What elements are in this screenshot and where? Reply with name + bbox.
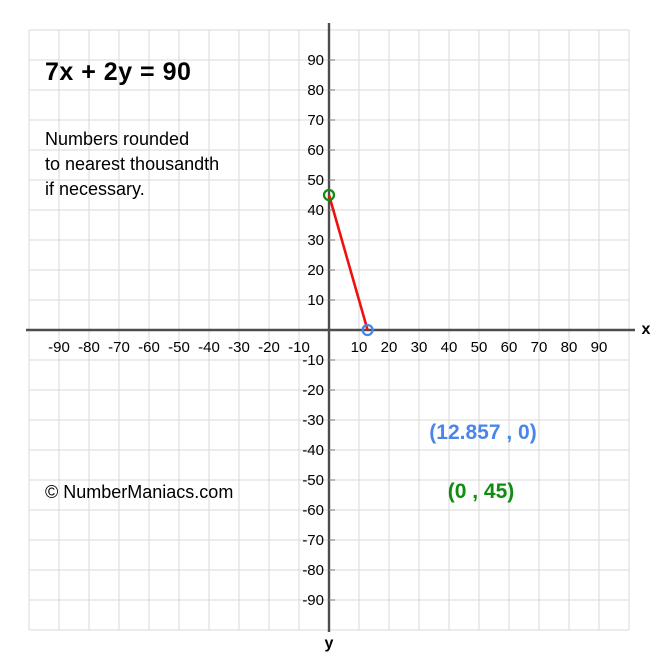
equation-line xyxy=(327,194,369,331)
y-tick-label: 50 xyxy=(307,172,324,189)
x-tick-label: 80 xyxy=(561,339,578,356)
x-tick-label: -60 xyxy=(138,339,160,356)
x-tick-label: -20 xyxy=(258,339,280,356)
x-tick-label: -70 xyxy=(108,339,130,356)
y-intercept-label: (0 , 45) xyxy=(447,480,515,503)
x-tick-label: -30 xyxy=(228,339,250,356)
y-axis-label: y xyxy=(325,635,334,652)
x-tick-label: 20 xyxy=(381,339,398,356)
x-tick-label: -40 xyxy=(198,339,220,356)
y-tick-label: -20 xyxy=(302,382,324,399)
y-tick-label: 20 xyxy=(307,262,324,279)
x-tick-label: 90 xyxy=(591,339,608,356)
equation-title: 7x + 2y = 90 xyxy=(45,58,192,86)
y-tick-label: 40 xyxy=(307,202,324,219)
x-intercept-label: (12.857 , 0) xyxy=(429,421,537,444)
y-tick-label: -80 xyxy=(302,562,324,579)
y-tick-label: -70 xyxy=(302,532,324,549)
y-intercept-point xyxy=(322,188,336,202)
x-tick-label: 70 xyxy=(531,339,548,356)
y-tick-label: -90 xyxy=(302,592,324,609)
x-tick-label: -90 xyxy=(48,339,70,356)
x-tick-label: -80 xyxy=(78,339,100,356)
x-tick-label: -10 xyxy=(288,339,310,356)
y-tick-label: 30 xyxy=(307,232,324,249)
y-tick-label: 10 xyxy=(307,292,324,309)
y-tick-label: -10 xyxy=(302,352,324,369)
rounding-note: Numbers rounded to nearest thousandth if… xyxy=(45,129,220,199)
y-tick-label: -30 xyxy=(302,412,324,429)
x-axis-label: x xyxy=(642,321,651,338)
x-tick-label: 40 xyxy=(441,339,458,356)
y-tick-label: -60 xyxy=(302,502,324,519)
x-tick-label: -50 xyxy=(168,339,190,356)
x-tick-label: 60 xyxy=(501,339,518,356)
x-tick-label: 30 xyxy=(411,339,428,356)
y-tick-label: -50 xyxy=(302,472,324,489)
y-tick-label: 80 xyxy=(307,82,324,99)
x-intercept-point xyxy=(361,323,374,337)
y-tick-label: -40 xyxy=(302,442,324,459)
y-tick-label: 60 xyxy=(307,142,324,159)
x-tick-label: 10 xyxy=(351,339,368,356)
copyright-text: © NumberManiacs.com xyxy=(45,482,234,502)
y-tick-label: 70 xyxy=(307,112,324,129)
x-tick-label: 50 xyxy=(471,339,488,356)
y-tick-label: 90 xyxy=(307,52,324,69)
